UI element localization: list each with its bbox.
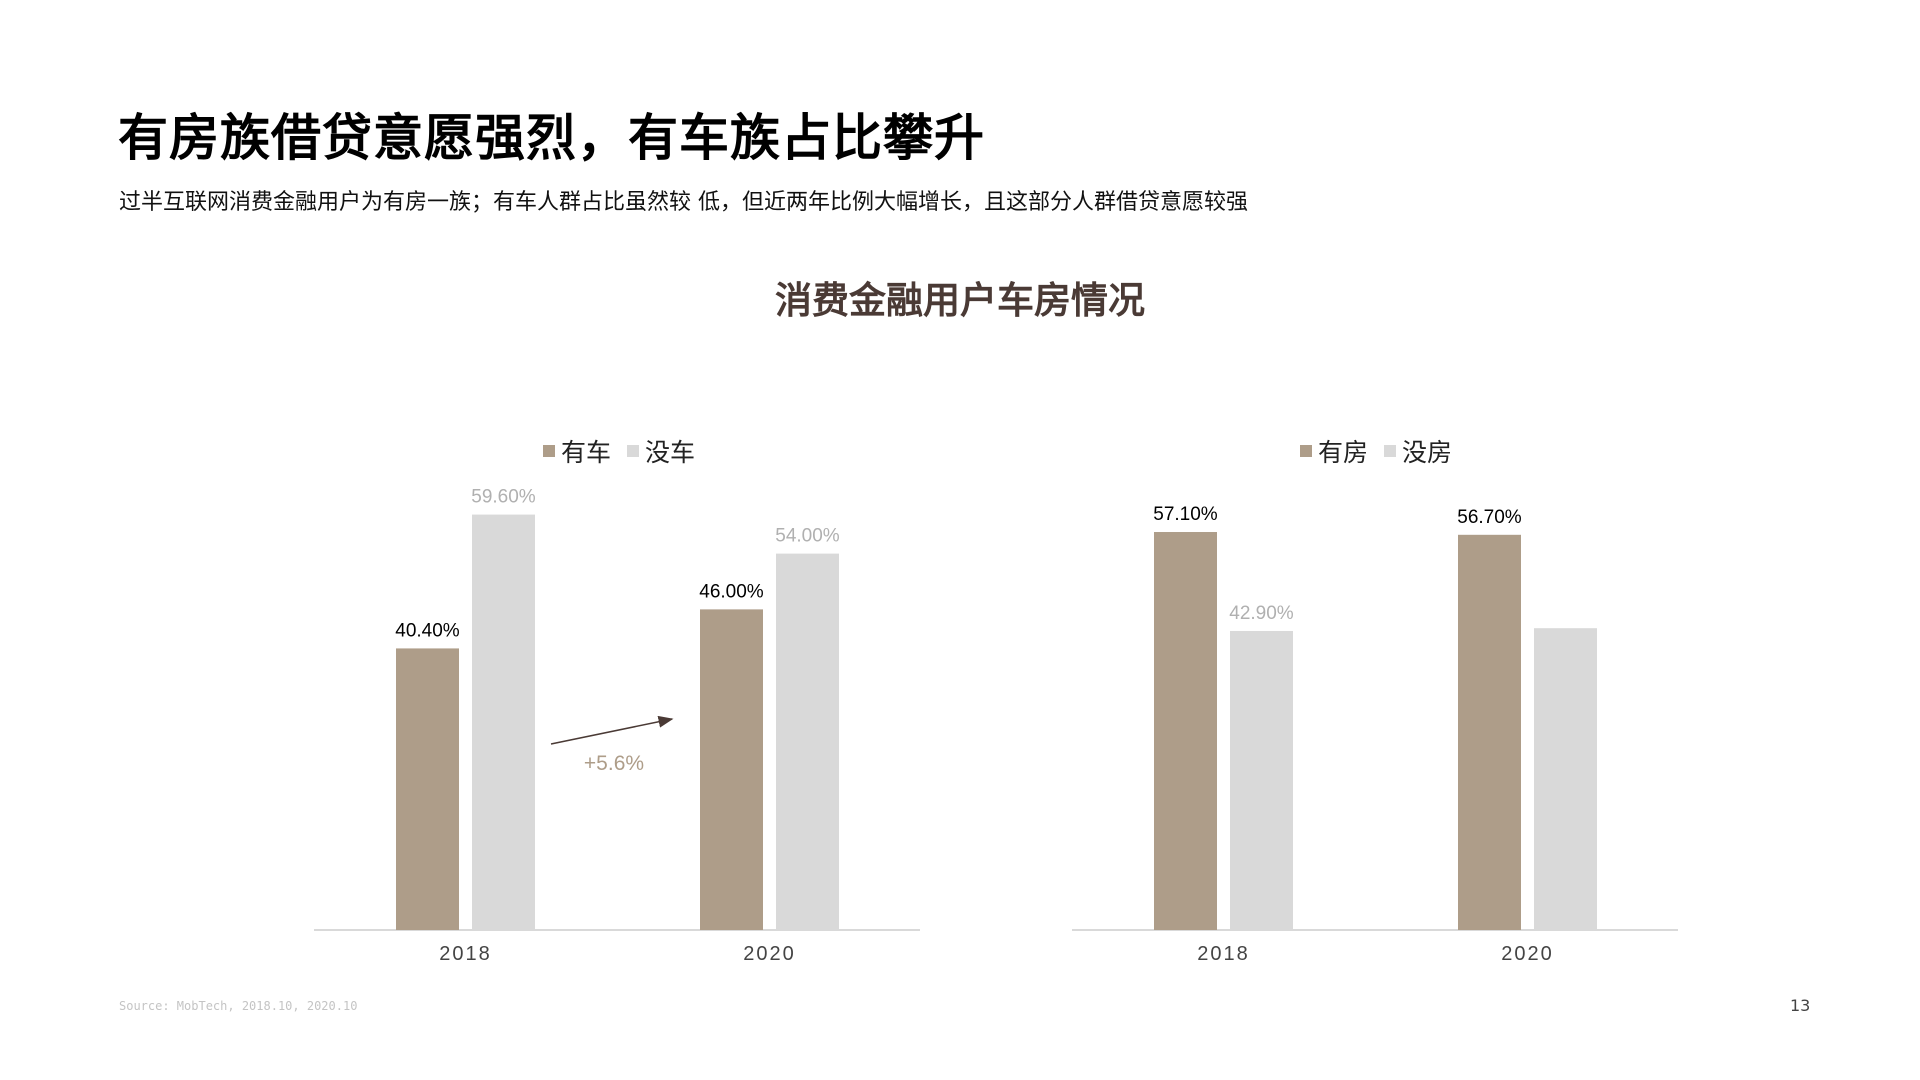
page-subtitle: 过半互联网消费金融用户为有房一族；有车人群占比虽然较 低，但近两年比例大幅增长，…: [119, 190, 1248, 215]
data-label: 40.40%: [395, 620, 460, 641]
data-label: 54.00%: [775, 526, 840, 547]
legend-item-has-house: 有房: [1300, 433, 1368, 469]
bar: [1230, 630, 1293, 930]
page-number: 13: [1790, 996, 1811, 1015]
source-note: Source: MobTech, 2018.10, 2020.10: [119, 999, 358, 1013]
bar: [1154, 532, 1217, 930]
legend-swatch-has-house: [1300, 445, 1312, 457]
legend-label-no-car: 没车: [645, 438, 696, 467]
bar: [1458, 534, 1521, 930]
data-label: 56.70%: [1457, 507, 1522, 528]
legend-label-has-house: 有房: [1318, 438, 1369, 467]
bar: [396, 648, 459, 930]
legend-swatch-no-house: [1384, 445, 1397, 457]
growth-arrow: [550, 715, 674, 745]
data-label: 59.60%: [471, 487, 536, 508]
x-tick-label: 2020: [1501, 943, 1554, 965]
legend-house: 有房 没房: [1300, 434, 1468, 468]
legend-item-has-car: 有车: [543, 433, 611, 469]
x-tick-label: 2020: [743, 943, 796, 965]
data-label: 46.00%: [699, 581, 764, 602]
page-title: 有房族借贷意愿强烈，有车族占比攀升: [118, 109, 985, 167]
legend-swatch-has-car: [543, 445, 555, 457]
legend-item-no-house: 没房: [1384, 433, 1452, 469]
legend-label-has-car: 有车: [561, 438, 612, 467]
growth-annotation: +5.6%: [584, 752, 644, 775]
data-label: 42.90%: [1229, 603, 1294, 624]
x-tick-label: 2018: [1197, 943, 1250, 965]
x-tick-label: 2018: [439, 943, 492, 965]
legend-item-no-car: 没车: [627, 433, 695, 469]
legend-swatch-no-car: [627, 445, 640, 457]
legend-label-no-house: 没房: [1402, 438, 1453, 467]
data-label: 57.10%: [1153, 504, 1218, 525]
bar: [700, 609, 763, 930]
chart-title: 消费金融用户车房情况: [775, 279, 1145, 322]
legend-car: 有车 没车: [543, 434, 711, 468]
bar: [776, 553, 839, 930]
bar: [472, 514, 535, 930]
bar: [1534, 628, 1597, 930]
